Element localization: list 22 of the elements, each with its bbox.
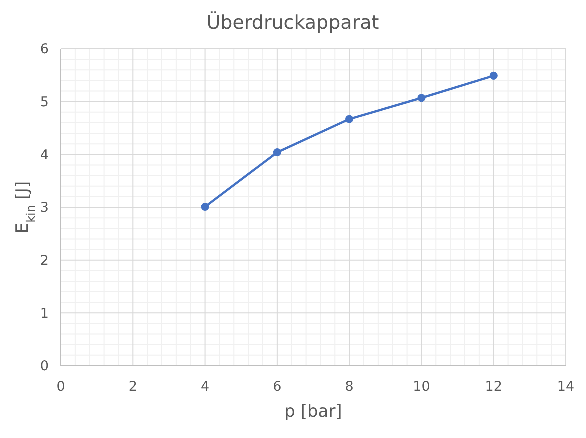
point [273, 148, 282, 157]
y-tick-label: 3 [40, 200, 49, 216]
point [201, 202, 210, 212]
point [490, 72, 498, 80]
x-tick-label: 12 [485, 379, 502, 395]
point [418, 94, 426, 102]
x-tick-label: 8 [345, 379, 354, 395]
x-axis-title: p [bar] [284, 402, 342, 422]
x-tick-label: 10 [413, 379, 430, 395]
point [346, 115, 354, 124]
x-tick-label: 6 [273, 379, 282, 395]
x-tick-label: 0 [56, 379, 66, 395]
y-tick-label: 2 [40, 253, 49, 270]
y-tick-label: 0 [40, 358, 49, 375]
y-tick-label: 1 [40, 306, 49, 322]
x-tick-label: 4 [200, 379, 210, 395]
x-tick-label: 2 [128, 379, 138, 395]
chart-title: Überdruckapparat [206, 11, 380, 34]
y-tick-label: 4 [40, 147, 49, 164]
y-tick-label: 5 [40, 94, 49, 111]
y-tick-label: 6 [40, 42, 49, 58]
x-tick-label: 14 [557, 379, 575, 395]
